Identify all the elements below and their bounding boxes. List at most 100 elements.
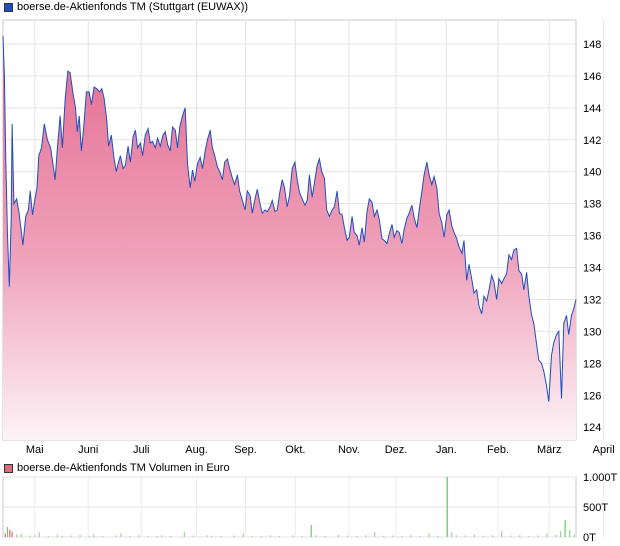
volume-bar [88, 536, 90, 537]
volume-bar [233, 535, 235, 537]
volume-bar [278, 535, 281, 537]
price-y-axis: 124 126 128 130 132 134 136 138 140 142 144 146 148 [583, 39, 601, 434]
volume-bar [260, 536, 262, 537]
price-x-axis: Mai Juni Juli Aug. Sep. Okt. Nov. Dez. Jan. Feb. M… [26, 444, 615, 456]
volume-bar [4, 533, 6, 537]
volume-bar [569, 529, 571, 537]
volume-bars [4, 477, 575, 537]
volume-bar [292, 535, 294, 537]
volume-bar [564, 520, 566, 537]
volume-bar [501, 531, 503, 537]
price-y-tick-label: 140 [583, 167, 601, 179]
volume-bar [374, 532, 376, 537]
volume-bar [537, 535, 539, 537]
volume-bar [219, 536, 222, 537]
volume-bar [555, 534, 557, 537]
volume-bar [242, 533, 244, 537]
volume-bar [170, 535, 172, 537]
volume-bar [79, 534, 81, 537]
volume-bar [428, 533, 430, 537]
volume-bar [510, 535, 512, 537]
volume-bar [6, 526, 9, 537]
price-x-tick-label: Feb. [487, 444, 509, 456]
volume-bar [29, 535, 31, 537]
volume-plot-background [2, 476, 577, 538]
price-x-tick-label: April [593, 444, 615, 456]
volume-bar [47, 535, 49, 537]
volume-bar [183, 532, 185, 537]
price-x-tick-label: März [537, 444, 561, 456]
price-x-tick-label: Aug. [185, 444, 208, 456]
volume-bar [346, 535, 349, 537]
price-y-tick-label: 128 [583, 358, 601, 370]
volume-bar [34, 535, 36, 537]
volume-bar [20, 533, 22, 537]
volume-bar [129, 536, 131, 537]
price-y-tick-label: 124 [583, 422, 601, 434]
price-line [2, 35, 577, 402]
volume-bar [365, 535, 367, 537]
price-y-tick-label: 134 [583, 263, 601, 275]
volume-legend-label: boerse.de-Aktienfonds TM Volumen in Euro [17, 462, 230, 474]
price-y-tick-label: 142 [583, 135, 601, 147]
volume-bar [269, 535, 272, 537]
volume-bar [451, 532, 453, 537]
price-area [3, 36, 576, 440]
volume-bar [519, 535, 521, 537]
volume-bar [324, 535, 326, 537]
volume-bar [120, 533, 122, 537]
volume-y-tick-label: 500T [583, 502, 608, 514]
price-x-tick-label: Nov. [338, 444, 360, 456]
volume-bar [210, 535, 213, 537]
price-y-tick-label: 130 [583, 326, 601, 338]
volume-bar [419, 535, 421, 537]
volume-bar [9, 529, 11, 537]
volume-bar [156, 536, 158, 537]
price-chart: 124126128130132134136138140142144146148 … [2, 19, 615, 456]
volume-bar [70, 535, 72, 537]
volume-bar [410, 534, 412, 537]
volume-bar [115, 535, 117, 537]
price-x-tick-label: Sep. [234, 444, 257, 456]
volume-bar [437, 535, 439, 537]
volume-bar [401, 536, 403, 537]
volume-y-tick-label: 0T [583, 532, 596, 544]
price-y-tick-label: 148 [583, 39, 601, 51]
volume-bar [355, 535, 358, 537]
price-y-tick-label: 126 [583, 390, 601, 402]
volume-bar [528, 535, 530, 537]
volume-bar [482, 535, 485, 537]
volume-bar [337, 534, 340, 537]
price-y-tick-label: 132 [583, 294, 601, 306]
volume-grid [3, 476, 605, 538]
volume-bar [61, 535, 63, 537]
volume-bar [310, 525, 312, 537]
price-y-tick-label: 138 [583, 199, 601, 211]
price-x-tick-label: Mai [26, 444, 44, 456]
volume-bar [383, 535, 385, 537]
price-x-tick-label: Dez. [385, 444, 408, 456]
price-legend-swatch [4, 2, 13, 12]
price-x-tick-label: Okt. [285, 444, 305, 456]
volume-bar [15, 534, 18, 537]
volume-bar [455, 535, 457, 537]
volume-bar [138, 535, 140, 537]
volume-bar [301, 536, 303, 537]
volume-bar [464, 535, 466, 537]
volume-bar [38, 532, 40, 537]
price-legend: boerse.de-Aktienfonds TM (Stuttgart (EUW… [4, 0, 248, 14]
price-y-tick-label: 136 [583, 231, 601, 243]
volume-bar [315, 535, 317, 537]
volume-bar [446, 477, 448, 537]
volume-bar [56, 534, 58, 537]
volume-bar [147, 535, 149, 537]
volume-y-tick-label: 1.000T [583, 472, 618, 484]
price-x-tick-label: Juli [133, 444, 150, 456]
price-x-tick-label: Jan. [436, 444, 457, 456]
volume-bar [192, 535, 194, 537]
volume-bar [473, 534, 476, 537]
volume-bar [102, 535, 104, 537]
price-x-tick-label: Juni [78, 444, 98, 456]
volume-bar [392, 535, 394, 537]
price-y-tick-label: 144 [583, 103, 601, 115]
